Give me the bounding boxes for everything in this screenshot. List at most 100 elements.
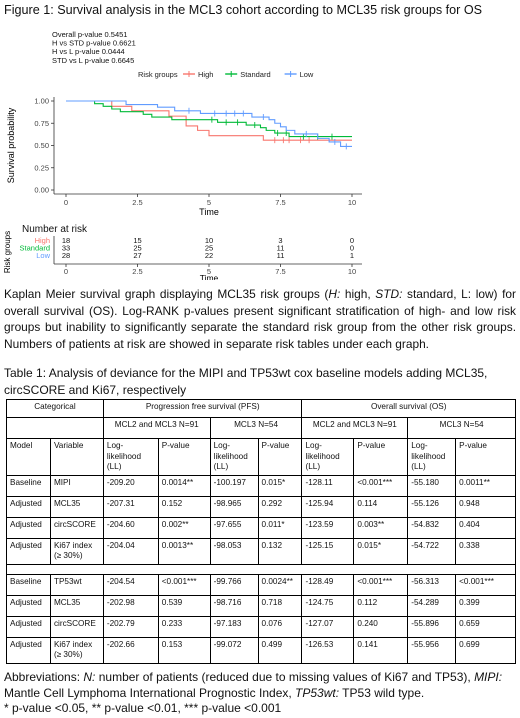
table-cell: Baseline	[6, 573, 51, 596]
header-ll: Log-likelihood (LL)	[209, 438, 259, 476]
table-cell: -54.289	[407, 594, 457, 617]
risk-row-label: High	[35, 236, 50, 245]
x-tick-label: 5	[207, 198, 211, 207]
header-ll: Log-likelihood (LL)	[407, 438, 457, 476]
y-tick-label: 0.25	[34, 163, 49, 172]
header-cohort: MCL2 and MCL3 N=91	[102, 417, 211, 439]
table-cell: 0.0024**	[257, 573, 303, 596]
table-cell: 0.404	[455, 516, 516, 539]
table-cell: -202.98	[102, 594, 159, 617]
deviance-table: Categorical Progression free survival (P…	[6, 399, 516, 664]
table-cell: -97.183	[209, 615, 259, 638]
table-cell: -100.197	[209, 474, 259, 497]
table-cell: -55.956	[407, 636, 457, 664]
table-cell: 0.338	[455, 537, 516, 565]
table-cell: -55.180	[407, 474, 457, 497]
table-row: Adjusted circSCORE -204.60 0.002** -97.655 0.…	[6, 516, 516, 539]
risk-table-title: Number at risk	[22, 224, 88, 235]
x-tick-label: 2.5	[132, 198, 142, 207]
y-tick-label: 0.00	[34, 186, 49, 195]
table-cell: Adjusted	[6, 615, 51, 638]
table-cell: 0.132	[257, 537, 303, 565]
table-cell: -56.313	[407, 573, 457, 596]
header-categorical: Categorical	[6, 399, 104, 418]
table-cell: -127.07	[301, 615, 355, 638]
table-cell: MCL35	[49, 594, 104, 617]
table-cell: -99.766	[209, 573, 259, 596]
risk-count: 25	[133, 244, 141, 253]
table-cell: 0.015*	[353, 537, 409, 565]
significance-legend: * p-value <0.05, ** p-value <0.01, *** p…	[4, 701, 282, 715]
risk-count: 22	[205, 251, 213, 260]
risk-table-ylabel: Risk groups	[3, 231, 12, 273]
table-cell: -124.75	[301, 594, 355, 617]
table-cell: Ki67 index (≥ 30%)	[49, 537, 104, 565]
table-cell: Adjusted	[6, 537, 51, 565]
table-cell: 0.699	[455, 636, 516, 664]
table-cell: -123.59	[301, 516, 355, 539]
table-row: Adjusted Ki67 index (≥ 30%) -202.66 0.153 -9…	[6, 636, 516, 664]
header-cohort: MCL3 N=54	[209, 417, 303, 439]
risk-x-tick-label: 0	[64, 267, 68, 276]
table-title: Table 1: Analysis of deviance for the MI…	[4, 366, 488, 397]
table-cell: Adjusted	[6, 594, 51, 617]
table-cell: 0.003**	[353, 516, 409, 539]
risk-x-tick-label: 7.5	[275, 267, 285, 276]
table-cell: -97.655	[209, 516, 259, 539]
x-tick-label: 0	[64, 198, 68, 207]
table-cell: -126.53	[301, 636, 355, 664]
table-cell: 0.539	[157, 594, 211, 617]
table-cell: 0.0014**	[157, 474, 211, 497]
table-cell: -128.49	[301, 573, 355, 596]
risk-count: 28	[62, 251, 70, 260]
table-cell: -204.04	[102, 537, 159, 565]
x-tick-label: 7.5	[275, 198, 285, 207]
risk-row-label: Low	[36, 251, 50, 260]
risk-count: 33	[62, 244, 70, 253]
y-axis-label: Survival probability	[6, 107, 16, 183]
table-cell: 0.240	[353, 615, 409, 638]
table-cell: <0.001***	[353, 573, 409, 596]
table-cell: -128.11	[301, 474, 355, 497]
pvalue-text: Overall p-value 0.5451	[52, 30, 127, 39]
table-cell: MCL35	[49, 495, 104, 518]
header-pvalue: P-value	[257, 438, 303, 476]
table-cell: -202.79	[102, 615, 159, 638]
y-tick-label: 0.50	[34, 141, 49, 150]
table-cell: 0.0011**	[455, 474, 516, 497]
table-cell: 0.141	[353, 636, 409, 664]
table-cell: <0.001***	[455, 573, 516, 596]
table-cell: 0.112	[353, 594, 409, 617]
table-cell: Baseline	[6, 474, 51, 497]
table-cell: -125.94	[301, 495, 355, 518]
table-cell: 0.659	[455, 615, 516, 638]
header-pvalue: P-value	[157, 438, 211, 476]
risk-x-tick-label: 10	[348, 267, 356, 276]
header-cohort: MCL2 and MCL3 N=91	[301, 417, 409, 439]
risk-count: 11	[277, 251, 285, 260]
survival-curve-low	[66, 100, 352, 147]
header-model: Model	[6, 438, 51, 476]
table-cell: <0.001***	[157, 573, 211, 596]
table-cell: 0.011*	[257, 516, 303, 539]
risk-count: 11	[277, 244, 285, 253]
risk-row-label: Standard	[20, 244, 50, 253]
table-cell: 0.076	[257, 615, 303, 638]
pvalue-text: STD vs L p-value 0.6645	[52, 56, 134, 65]
y-tick-label: 1.00	[34, 97, 49, 106]
risk-count: 25	[205, 244, 213, 253]
table-row: Adjusted Ki67 index (≥ 30%) -204.04 0.0013*…	[6, 537, 516, 565]
header-ll: Log-likelihood (LL)	[301, 438, 355, 476]
table-cell: 0.0013**	[157, 537, 211, 565]
risk-x-tick-label: 5	[207, 267, 211, 276]
header-os: Overall survival (OS)	[301, 399, 516, 418]
table-cell: -125.15	[301, 537, 355, 565]
table-cell: 0.015*	[257, 474, 303, 497]
table-cell: <0.001***	[353, 474, 409, 497]
header-pvalue: P-value	[353, 438, 409, 476]
table-row: Adjusted MCL35 -202.98 0.539 -98.716 0.718 -12…	[6, 594, 516, 617]
risk-x-label: Time	[200, 273, 219, 280]
